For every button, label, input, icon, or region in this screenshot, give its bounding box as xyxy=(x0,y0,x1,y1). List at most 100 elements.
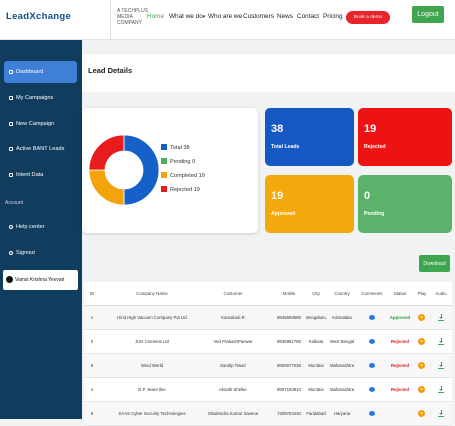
stat-value: 0 xyxy=(364,190,371,202)
column-header: Play xyxy=(417,291,427,296)
demo-button[interactable]: Book a demo xyxy=(346,11,390,24)
column-header: Company Name xyxy=(136,291,168,296)
play-icon xyxy=(420,387,423,390)
legend-value: 19 xyxy=(199,173,205,179)
donut-chart: Total 38 Pending 0 Completed 19 Rejected 19 xyxy=(88,134,205,206)
arrow-base xyxy=(438,368,444,369)
audio-download[interactable] xyxy=(438,386,444,393)
cell: 5 xyxy=(90,411,94,416)
column-header: Audio xyxy=(435,291,447,296)
legend-name: Rejected xyxy=(170,187,192,193)
table-row: 4 D.P Jewel Ilne eknath Shelke 9867183910 Mu… xyxy=(84,378,452,402)
arrow-head xyxy=(439,389,443,391)
table-row: 3 JUD Cements Ltd Ved PrakashPanwar 9836981… xyxy=(84,330,452,354)
logout-button[interactable]: Logout xyxy=(412,6,444,23)
sidebar: Dashboard My Campaigns New Campaign Active … xyxy=(0,40,82,419)
cell: Kamakodi R xyxy=(221,315,245,320)
cell: eknath Shelke xyxy=(219,387,247,392)
comment-icon[interactable] xyxy=(369,363,375,368)
icon xyxy=(9,173,13,177)
logo[interactable]: LeadXchange xyxy=(6,11,72,22)
nav-link[interactable]: Customers xyxy=(243,13,274,20)
legend-label: Pending 0 xyxy=(170,159,195,165)
sidebar-item[interactable]: Dashboard xyxy=(4,61,77,83)
nav-link[interactable]: Contact xyxy=(297,13,320,20)
sidebar-item[interactable]: Intent Data xyxy=(4,164,77,186)
cell: Faridabad xyxy=(306,411,326,416)
donut-card: Total 38 Pending 0 Completed 19 Rejected 19 xyxy=(82,108,258,233)
cell: Sandip Tiwari xyxy=(220,363,246,368)
arrow-base xyxy=(438,320,444,321)
sidebar-item[interactable]: New Campaign xyxy=(4,113,77,135)
sidebar-section: Account xyxy=(5,200,24,206)
sidebar-item[interactable]: Help center xyxy=(4,216,77,238)
audio-download[interactable] xyxy=(438,410,444,417)
cell: Kolkata xyxy=(308,339,324,344)
play-button[interactable] xyxy=(418,314,425,321)
sidebar-item[interactable]: My Campaigns xyxy=(4,87,77,109)
column-header: City xyxy=(312,291,320,296)
cell: 1 xyxy=(90,315,94,320)
cell: 7309753430 xyxy=(277,411,301,416)
stat-card[interactable]: 0 Pending xyxy=(358,175,452,233)
icon xyxy=(9,251,13,255)
divider xyxy=(110,0,111,40)
legend-value: 19 xyxy=(194,187,200,193)
stat-label: Approved xyxy=(271,211,296,217)
play-button[interactable] xyxy=(418,338,425,345)
icon xyxy=(9,70,13,74)
legend-name: Total xyxy=(170,145,182,151)
table-row: 1 Hind High Vacuum Company Pvt Ltd Kamakod… xyxy=(84,306,452,330)
play-icon xyxy=(420,315,423,318)
nav-link[interactable]: Home xyxy=(147,13,165,20)
stat-card[interactable]: 19 Rejected xyxy=(358,108,452,166)
page-title: Lead Details xyxy=(88,66,133,75)
cell: Wind World xyxy=(140,363,164,368)
stat-label: Rejected xyxy=(364,144,386,150)
title-bar: Lead Details xyxy=(82,54,455,92)
cell: 9867183910 xyxy=(277,387,301,392)
legend-label: Rejected 19 xyxy=(170,187,200,193)
comment-icon[interactable] xyxy=(369,339,375,344)
sidebar-item[interactable]: Signout xyxy=(4,242,77,264)
legend-swatch xyxy=(161,158,167,164)
comment-icon[interactable] xyxy=(369,411,375,416)
legend-label: Completed 19 xyxy=(170,173,205,179)
play-icon xyxy=(420,363,423,366)
legend-value: 38 xyxy=(183,145,189,151)
cell: Maharashtra xyxy=(329,363,355,368)
table-row: 6 Wind World Sandip Tiwari 9800077038 Mumbai… xyxy=(84,354,452,378)
cell: 3 xyxy=(90,339,94,344)
arrow-stem xyxy=(440,362,442,366)
cell: JUD Cements Ltd xyxy=(135,339,169,344)
column-header: ID xyxy=(89,291,95,296)
stat-card[interactable]: 19 Approved xyxy=(265,175,354,233)
play-button[interactable] xyxy=(418,362,425,369)
download-button[interactable]: Download xyxy=(419,255,450,272)
nav-link[interactable]: What we do▾ xyxy=(169,13,206,20)
comment-icon[interactable] xyxy=(369,387,375,392)
user-box[interactable]: Vamsi Krishna Yevvari xyxy=(3,270,78,290)
nav-link[interactable]: Pricing xyxy=(323,13,343,20)
play-button[interactable] xyxy=(418,386,425,393)
audio-download[interactable] xyxy=(438,362,444,369)
sidebar-item[interactable]: Active BANT Leads xyxy=(4,138,77,160)
audio-download[interactable] xyxy=(438,314,444,321)
nav-link[interactable]: News xyxy=(277,13,293,20)
stat-value: 38 xyxy=(271,123,284,135)
audio-download[interactable] xyxy=(438,338,444,345)
stat-card[interactable]: 38 Total Leads xyxy=(265,108,354,166)
comment-icon[interactable] xyxy=(369,315,375,320)
icon xyxy=(9,147,13,151)
arrow-base xyxy=(438,416,444,417)
play-button[interactable] xyxy=(418,410,425,417)
arrow-stem xyxy=(440,386,442,390)
cell: Mumbai xyxy=(308,387,324,392)
legend-swatch xyxy=(161,172,167,178)
donut-segment xyxy=(88,169,125,206)
legend-swatch xyxy=(161,144,167,150)
icon xyxy=(9,225,13,229)
status: Approved xyxy=(389,315,411,320)
arrow-stem xyxy=(440,314,442,318)
nav-link[interactable]: Who are we xyxy=(208,13,243,20)
